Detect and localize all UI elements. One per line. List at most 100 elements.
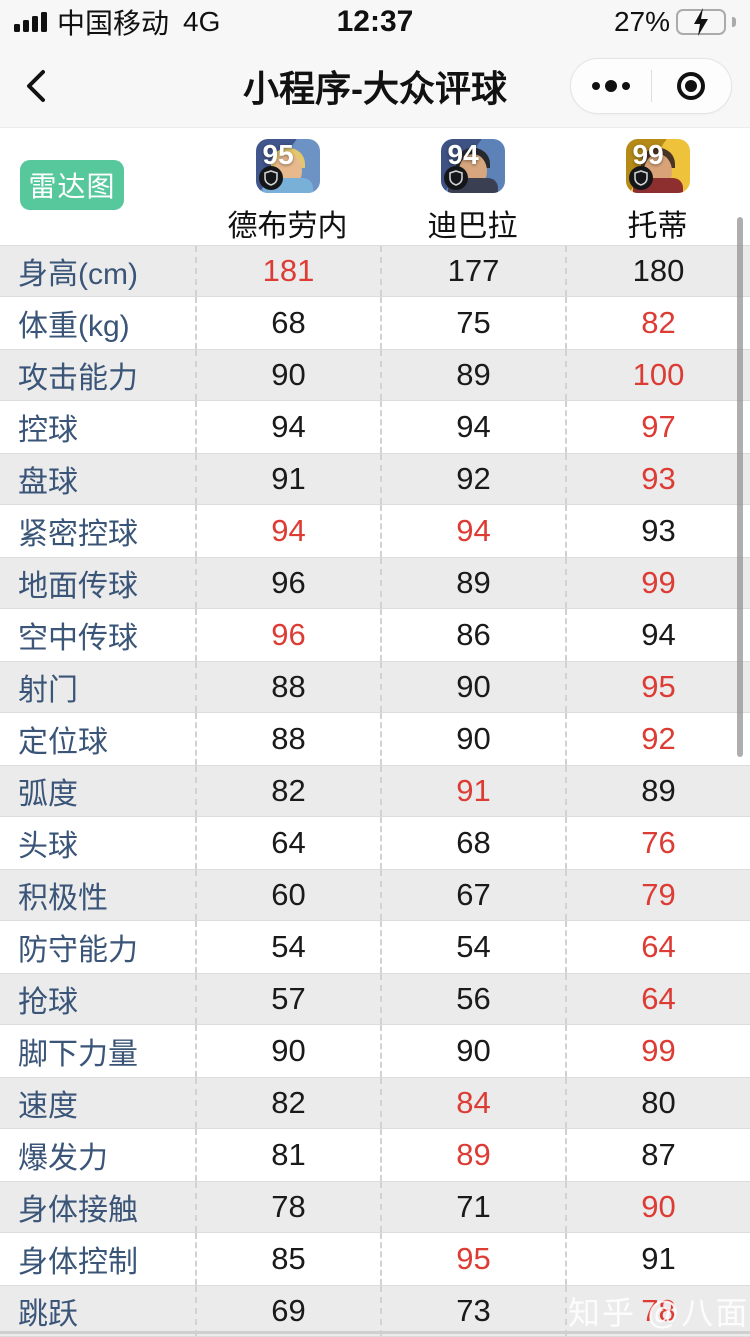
stat-label: 头球 <box>18 830 78 863</box>
stat-value: 80 <box>565 1078 750 1128</box>
stat-value: 94 <box>195 401 380 453</box>
player-column: 95 德布劳内 <box>195 128 380 245</box>
table-row: 抢球 57 56 64 <box>0 973 750 1025</box>
table-row: 速度 82 84 80 <box>0 1077 750 1129</box>
table-row: 紧密控球 94 94 93 <box>0 505 750 557</box>
stat-value: 95 <box>380 1233 565 1285</box>
stat-value: 92 <box>565 713 750 765</box>
stat-value: 94 <box>380 505 565 557</box>
table-row: 头球 64 68 76 <box>0 817 750 869</box>
nav-bar: 小程序-大众评球 <box>0 44 750 128</box>
stat-value: 68 <box>195 297 380 349</box>
player-header: 雷达图 95 德布劳内 94 迪巴拉 <box>0 128 750 245</box>
network-type-label: 4G <box>183 6 221 37</box>
stat-label: 身体控制 <box>18 1246 138 1279</box>
table-row: 爆发力 81 89 87 <box>0 1129 750 1181</box>
stat-value: 71 <box>380 1182 565 1232</box>
stat-value: 91 <box>380 766 565 816</box>
club-shield-icon <box>628 166 653 190</box>
table-row: 射门 88 90 95 <box>0 661 750 713</box>
capsule-divider <box>650 70 652 102</box>
stats-comparison-table: 身高(cm) 181 177 180 体重(kg) 68 75 82 攻击能力 … <box>0 245 750 1337</box>
stat-value: 180 <box>565 246 750 296</box>
stat-label: 控球 <box>18 414 78 447</box>
stat-value: 78 <box>565 1286 750 1336</box>
stat-value: 91 <box>195 454 380 504</box>
table-row: 脚下力量 90 90 99 <box>0 1025 750 1077</box>
more-menu-button[interactable] <box>571 59 651 113</box>
stat-value: 85 <box>195 1233 380 1285</box>
radar-chart-button[interactable]: 雷达图 <box>20 160 124 210</box>
table-row: 防守能力 54 54 64 <box>0 921 750 973</box>
stat-value: 82 <box>565 297 750 349</box>
player-name-label: 迪巴拉 <box>427 210 518 243</box>
bottom-row-edge <box>0 1331 750 1334</box>
table-row: 盘球 91 92 93 <box>0 453 750 505</box>
player-name-label: 德布劳内 <box>227 210 348 243</box>
chevron-left-icon <box>27 69 45 102</box>
stat-value: 88 <box>195 713 380 765</box>
stat-value: 54 <box>195 921 380 973</box>
stat-value: 181 <box>195 246 380 296</box>
stat-label: 射门 <box>18 674 78 707</box>
table-row: 定位球 88 90 92 <box>0 713 750 765</box>
stat-value: 90 <box>380 1025 565 1077</box>
stat-label: 积极性 <box>18 882 108 915</box>
table-row: 弧度 82 91 89 <box>0 765 750 817</box>
stat-label: 地面传球 <box>18 570 138 603</box>
stat-value: 89 <box>380 1129 565 1181</box>
battery-percent-label: 27% <box>613 6 670 37</box>
table-row: 身体接触 78 71 90 <box>0 1181 750 1233</box>
stat-label: 脚下力量 <box>18 1038 138 1071</box>
stat-label: 身体接触 <box>18 1194 138 1227</box>
stat-label: 身高(cm) <box>18 258 138 291</box>
stat-value: 90 <box>195 350 380 400</box>
stat-value: 97 <box>565 401 750 453</box>
stat-value: 64 <box>565 921 750 973</box>
club-shield-icon <box>443 166 468 190</box>
stat-label: 速度 <box>18 1090 78 1123</box>
stat-value: 82 <box>195 766 380 816</box>
player-column: 94 迪巴拉 <box>380 128 565 245</box>
stat-value: 64 <box>195 817 380 869</box>
player-rating-badge: 99 <box>632 139 664 170</box>
stat-value: 94 <box>195 505 380 557</box>
stat-value: 69 <box>195 1286 380 1336</box>
scrollbar-thumb[interactable] <box>737 217 743 757</box>
clock-label: 12:37 <box>336 5 414 38</box>
stat-value: 93 <box>565 454 750 504</box>
stat-value: 81 <box>195 1129 380 1181</box>
stat-value: 93 <box>565 505 750 557</box>
table-row: 空中传球 96 86 94 <box>0 609 750 661</box>
player-avatar[interactable]: 94 <box>440 139 505 193</box>
stat-value: 76 <box>565 817 750 869</box>
back-button[interactable] <box>0 44 70 128</box>
stat-value: 68 <box>380 817 565 869</box>
player-name-label: 托蒂 <box>627 210 688 243</box>
stat-label: 体重(kg) <box>18 310 130 343</box>
player-avatar[interactable]: 99 <box>625 139 690 193</box>
stat-value: 84 <box>380 1078 565 1128</box>
stat-value: 94 <box>380 401 565 453</box>
battery-indicator: 27% <box>614 6 736 38</box>
close-miniprogram-button[interactable] <box>652 59 732 113</box>
stat-value: 89 <box>380 558 565 608</box>
stat-value: 60 <box>195 870 380 920</box>
stat-value: 95 <box>565 662 750 712</box>
stat-value: 96 <box>195 558 380 608</box>
player-avatar[interactable]: 95 <box>255 139 320 193</box>
stat-label: 跳跃 <box>18 1298 78 1331</box>
stat-value: 89 <box>380 350 565 400</box>
stat-value: 78 <box>195 1182 380 1232</box>
stat-label: 空中传球 <box>18 622 138 655</box>
table-row: 体重(kg) 68 75 82 <box>0 297 750 349</box>
stat-value: 100 <box>565 350 750 400</box>
stat-value: 73 <box>380 1286 565 1336</box>
table-row: 身高(cm) 181 177 180 <box>0 245 750 297</box>
stat-value: 67 <box>380 870 565 920</box>
stat-value: 91 <box>565 1233 750 1285</box>
stat-value: 88 <box>195 662 380 712</box>
target-circle-icon <box>677 72 706 100</box>
battery-nub <box>732 17 736 27</box>
